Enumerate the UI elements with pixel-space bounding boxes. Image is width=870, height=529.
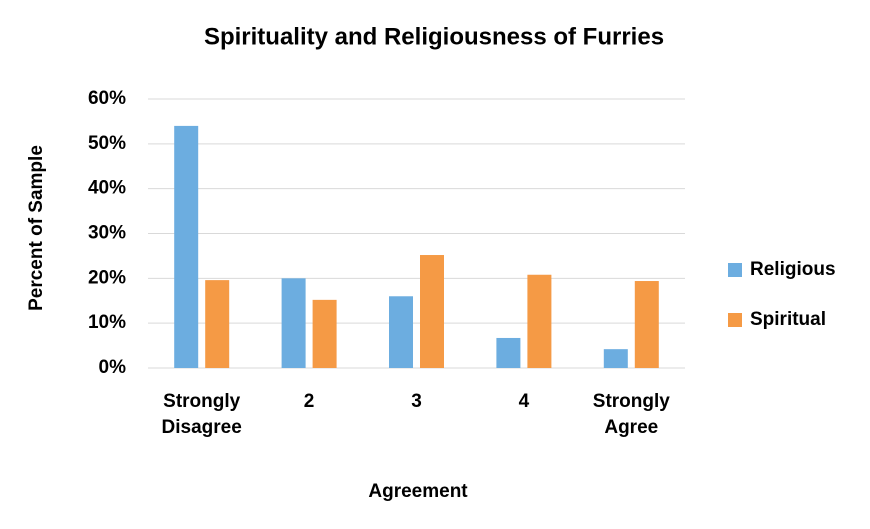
- bar: [205, 280, 230, 368]
- bar: [312, 299, 337, 368]
- y-tick-label: 0%: [99, 357, 127, 378]
- x-tick-label: Strongly Disagree: [161, 391, 242, 438]
- x-tick-label: 4: [518, 391, 530, 412]
- legend-swatch: [728, 263, 742, 277]
- bar: [603, 349, 628, 368]
- x-tick-label: 3: [411, 391, 422, 412]
- y-tick-label: 50%: [88, 133, 126, 154]
- bar: [389, 296, 413, 368]
- chart-title: Spirituality and Religiousness of Furrie…: [204, 23, 664, 50]
- legend-label: Spiritual: [750, 309, 826, 330]
- y-tick-label: 30%: [88, 223, 126, 244]
- y-tick-label: 40%: [88, 178, 126, 199]
- bar: [527, 274, 552, 368]
- y-tick-label: 10%: [88, 312, 126, 333]
- bar: [174, 125, 199, 369]
- bar: [281, 278, 306, 368]
- legend-swatch: [728, 313, 742, 327]
- y-tick-label: 60%: [88, 88, 126, 109]
- y-tick-label: 20%: [88, 267, 126, 288]
- x-axis-label: Agreement: [368, 481, 468, 502]
- legend-label: Religious: [750, 259, 836, 280]
- x-tick-label: Strongly Agree: [592, 391, 670, 438]
- y-axis-label: Percent of Sample: [26, 145, 47, 311]
- x-tick-label: 2: [303, 391, 315, 412]
- bar: [634, 281, 659, 368]
- bar: [496, 337, 521, 368]
- bar: [420, 255, 444, 368]
